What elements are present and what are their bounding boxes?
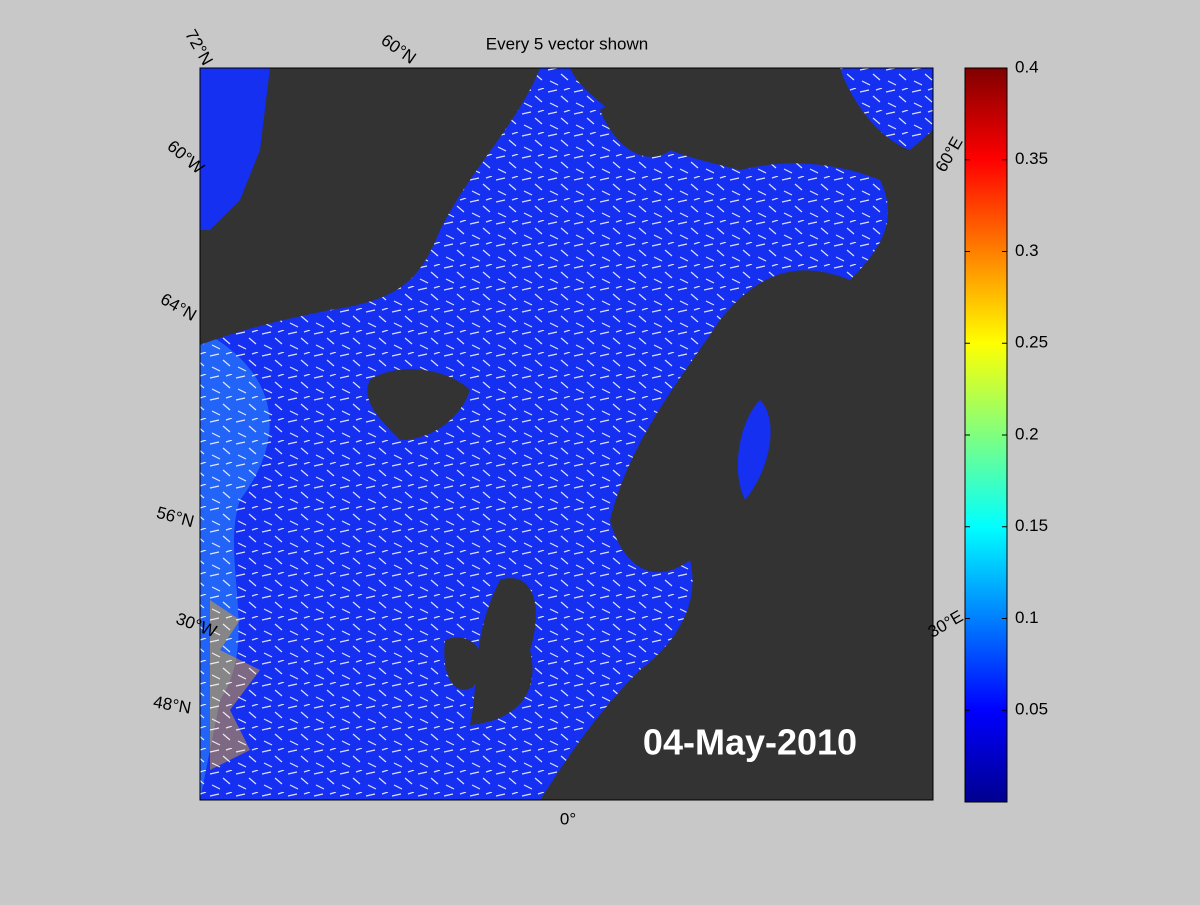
map: 04-May-2010 bbox=[200, 68, 933, 800]
date-label: 04-May-2010 bbox=[643, 722, 857, 763]
graticule-label: 56°N bbox=[154, 503, 196, 531]
colorbar-tick-label: 0.05 bbox=[1015, 700, 1048, 719]
colorbar-tick-label: 0.3 bbox=[1015, 241, 1039, 260]
graticule-label: 60°E bbox=[932, 134, 967, 176]
colorbar bbox=[964, 67, 1008, 803]
map-frame bbox=[199, 67, 934, 801]
graticule-label: 48°N bbox=[152, 692, 193, 717]
land bbox=[200, 68, 933, 800]
title: Every 5 vector shown bbox=[486, 34, 649, 53]
graticule-label: 64°N bbox=[157, 289, 199, 324]
graticule-label: 0° bbox=[560, 809, 576, 828]
colorbar-tick-label: 0.15 bbox=[1015, 516, 1048, 535]
graticule-label: 60°N bbox=[378, 30, 420, 67]
graticule-label: 72°N bbox=[181, 26, 216, 68]
colorbar-tick-label: 0.2 bbox=[1015, 424, 1039, 443]
colorbar-tick-label: 0.35 bbox=[1015, 149, 1048, 168]
colorbar-tick-label: 0.25 bbox=[1015, 333, 1048, 352]
graticule-labels: 72°N 60°N 60°W 64°N 56°N 30°W 48°N 0° 60… bbox=[152, 26, 967, 828]
colorbar-tick-label: 0.4 bbox=[1015, 57, 1039, 76]
colorbar-ticks: 0.05 0.1 0.15 0.2 0.25 0.3 0.35 0.4 bbox=[965, 57, 1048, 719]
colorbar-tick-label: 0.1 bbox=[1015, 608, 1039, 627]
